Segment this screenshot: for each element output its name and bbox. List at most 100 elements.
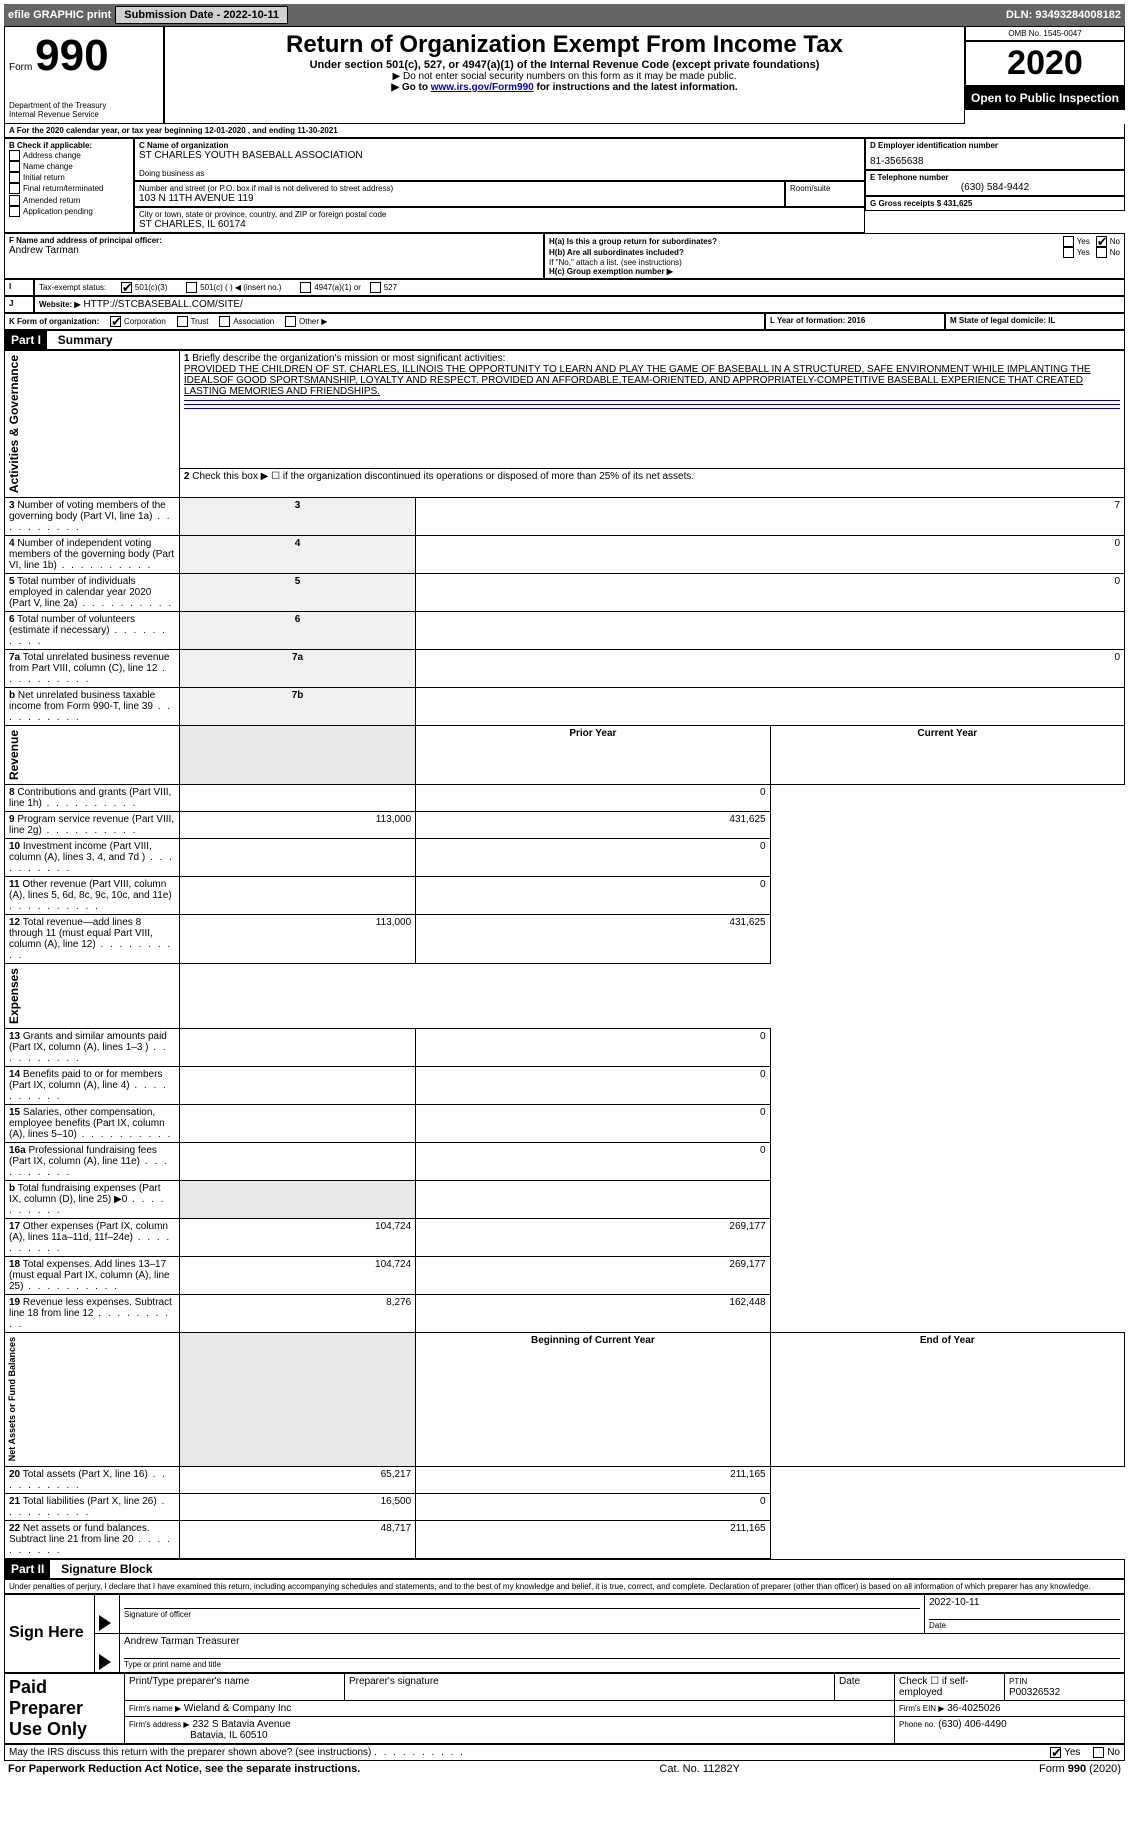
check-amended-return[interactable]: Amended return	[9, 195, 129, 206]
hb-label: H(b) Are all subordinates included?	[549, 248, 1063, 257]
check-initial-return[interactable]: Initial return	[9, 172, 129, 183]
city-state-zip: ST CHARLES, IL 60174	[139, 219, 860, 230]
q2-text: Check this box ▶ ☐ if the organization d…	[192, 471, 694, 482]
check-final-return[interactable]: Final return/terminated	[9, 183, 129, 194]
check-association[interactable]	[219, 316, 230, 327]
k-label: K Form of organization:	[9, 317, 99, 326]
part2-subtitle: Signature Block	[61, 1562, 152, 1576]
c-name-label: C Name of organization	[139, 141, 860, 150]
section-b-label: B Check if applicable:	[9, 141, 129, 150]
mission-text: PROVIDED THE CHILDREN OF ST. CHARLES, IL…	[184, 364, 1091, 397]
sign-here-label: Sign Here	[5, 1594, 95, 1672]
firm-ein: 36-4025026	[947, 1703, 1000, 1714]
firm-addr2: Batavia, IL 60510	[190, 1730, 267, 1741]
q1-label: Briefly describe the organization's miss…	[192, 353, 505, 364]
m-state-domicile: M State of legal domicile: IL	[945, 313, 1125, 330]
goto-suffix: for instructions and the latest informat…	[534, 82, 738, 93]
firm-phone: (630) 406-4490	[938, 1719, 1006, 1730]
discuss-question: May the IRS discuss this return with the…	[9, 1747, 371, 1758]
hb-no-check[interactable]	[1096, 247, 1107, 258]
check-other[interactable]	[285, 316, 296, 327]
side-expenses: Expenses	[5, 964, 23, 1028]
dln-label: DLN: 93493284008182	[1006, 9, 1121, 21]
side-revenue: Revenue	[5, 726, 23, 784]
ha-no-check[interactable]	[1096, 236, 1107, 247]
hb-note: If "No," attach a list. (see instruction…	[549, 258, 1120, 267]
sig-date: 2022-10-11	[929, 1597, 979, 1608]
check-name-change[interactable]: Name change	[9, 161, 129, 172]
form-number: 990	[35, 31, 108, 80]
side-activities-governance: Activities & Governance	[5, 351, 23, 497]
prior-year-header: Prior Year	[416, 726, 770, 785]
dept-treasury: Department of the Treasury Internal Reve…	[9, 101, 159, 119]
efile-label: efile GRAPHIC print	[8, 9, 111, 21]
paid-preparer-label: Paid Preparer Use Only	[5, 1673, 125, 1743]
d-ein-label: D Employer identification number	[870, 141, 1120, 150]
firm-name-label: Firm's name ▶	[129, 1704, 181, 1713]
type-name-label: Type or print name and title	[124, 1660, 221, 1669]
hc-label: H(c) Group exemption number ▶	[549, 267, 1120, 276]
officer-name-title: Andrew Tarman Treasurer	[124, 1636, 239, 1647]
begin-year-header: Beginning of Current Year	[416, 1333, 770, 1466]
irs-link[interactable]: www.irs.gov/Form990	[431, 82, 534, 93]
firm-ein-label: Firm's EIN ▶	[899, 1704, 944, 1713]
goto-prefix: ▶ Go to	[391, 82, 430, 93]
preparer-sig-label: Preparer's signature	[345, 1673, 835, 1700]
part1-subtitle: Summary	[58, 333, 113, 347]
addr-label: Number and street (or P.O. box if mail i…	[139, 184, 780, 193]
ptin-label: PTIN	[1009, 1677, 1027, 1686]
room-suite-label: Room/suite	[785, 181, 865, 207]
firm-name: Wieland & Company Inc	[184, 1703, 291, 1714]
discuss-no-check[interactable]	[1093, 1747, 1104, 1758]
side-net-assets: Net Assets or Fund Balances	[5, 1333, 19, 1465]
form-subtitle: Under section 501(c), 527, or 4947(a)(1)…	[169, 59, 960, 71]
l-year-formation: L Year of formation: 2016	[765, 313, 945, 330]
signature-arrow-icon	[99, 1654, 111, 1670]
website-label: Website: ▶	[39, 300, 81, 309]
e-phone-label: E Telephone number	[870, 173, 1120, 182]
end-year-header: End of Year	[770, 1333, 1124, 1466]
check-trust[interactable]	[177, 316, 188, 327]
tax-exempt-label: Tax-exempt status:	[39, 283, 106, 292]
hb-yes-check[interactable]	[1063, 247, 1074, 258]
ein-value: 81-3565638	[870, 156, 1120, 167]
firm-addr1: 232 S Batavia Avenue	[192, 1719, 290, 1730]
self-employed-check[interactable]: Check ☐ if self-employed	[895, 1673, 1005, 1700]
dba-label: Doing business as	[139, 169, 860, 178]
website-url: HTTP://STCBASEBALL.COM/SITE/	[83, 299, 242, 310]
firm-addr-label: Firm's address ▶	[129, 1720, 190, 1729]
city-label: City or town, state or province, country…	[139, 210, 860, 219]
preparer-date-label: Date	[835, 1673, 895, 1700]
catalog-number: Cat. No. 11282Y	[659, 1763, 740, 1775]
phone-value: (630) 584-9442	[870, 182, 1120, 193]
tax-year: 2020	[1007, 44, 1083, 82]
omb-number: OMB No. 1545-0047	[965, 26, 1125, 41]
submission-date-button[interactable]: Submission Date - 2022-10-11	[115, 6, 288, 24]
open-inspection: Open to Public Inspection	[965, 86, 1125, 110]
check-501c[interactable]	[186, 282, 197, 293]
penalty-declaration: Under penalties of perjury, I declare th…	[4, 1579, 1125, 1594]
check-527[interactable]	[370, 282, 381, 293]
discuss-yes-check[interactable]	[1050, 1747, 1061, 1758]
g-gross-receipts: G Gross receipts $ 431,625	[870, 199, 1120, 208]
street-address: 103 N 11TH AVENUE 119	[139, 193, 780, 204]
j-label: J	[4, 296, 34, 313]
part2-header: Part II	[5, 1560, 50, 1578]
date-label: Date	[929, 1621, 946, 1630]
ha-label: H(a) Is this a group return for subordin…	[549, 237, 1063, 246]
current-year-header: Current Year	[770, 726, 1124, 785]
sig-officer-label: Signature of officer	[124, 1610, 191, 1619]
check-application-pending[interactable]: Application pending	[9, 206, 129, 217]
signature-arrow-icon	[99, 1615, 111, 1631]
check-501c3[interactable]	[121, 282, 132, 293]
paperwork-notice: For Paperwork Reduction Act Notice, see …	[8, 1763, 360, 1775]
check-4947[interactable]	[300, 282, 311, 293]
form-footer: Form 990 (2020)	[1039, 1763, 1121, 1775]
ha-yes-check[interactable]	[1063, 236, 1074, 247]
ptin-value: P00326532	[1009, 1687, 1060, 1698]
part1-header: Part I	[5, 331, 47, 349]
org-name: ST CHARLES YOUTH BASEBALL ASSOCIATION	[139, 150, 860, 161]
check-corporation[interactable]	[110, 316, 121, 327]
check-address-change[interactable]: Address change	[9, 150, 129, 161]
form-word: Form	[9, 62, 32, 73]
